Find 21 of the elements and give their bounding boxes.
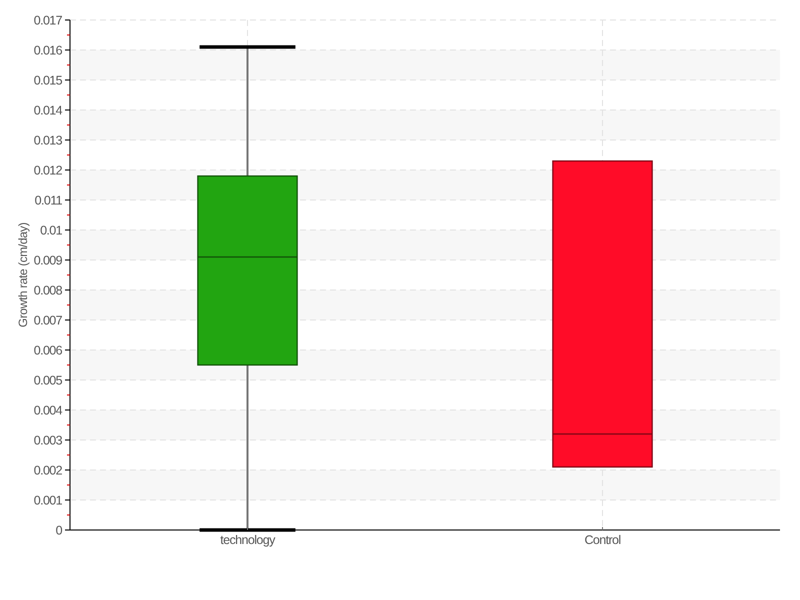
y-tick-label: 0.014 <box>34 103 63 118</box>
y-tick-label: 0.01 <box>40 223 63 238</box>
y-tick-label: 0.007 <box>34 313 63 328</box>
y-tick-label: 0.001 <box>34 493 63 508</box>
y-tick-label: 0.012 <box>34 163 63 178</box>
x-tick-label: technology <box>220 533 276 547</box>
x-tick-label: Control <box>584 533 621 547</box>
y-tick-label: 0.015 <box>34 73 63 88</box>
y-tick-label: 0.002 <box>34 463 63 478</box>
y-tick-label: 0.009 <box>34 253 63 268</box>
y-tick-label: 0.003 <box>34 433 63 448</box>
y-tick-label: 0.006 <box>34 343 63 358</box>
y-tick-label: 0.017 <box>34 13 63 28</box>
y-tick-label: 0 <box>56 523 63 538</box>
y-tick-label: 0.011 <box>34 193 63 208</box>
y-tick-label: 0.005 <box>34 373 63 388</box>
y-tick-label: 0.016 <box>34 43 63 58</box>
y-tick-label: 0.004 <box>34 403 63 418</box>
y-tick-label: 0.013 <box>34 133 63 148</box>
y-tick-label: 0.008 <box>34 283 63 298</box>
y-axis-title: Growth rate (cm/day) <box>16 222 30 328</box>
